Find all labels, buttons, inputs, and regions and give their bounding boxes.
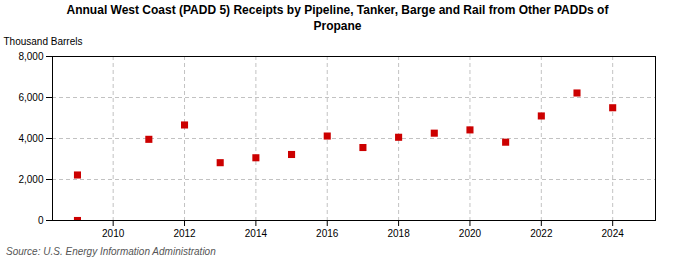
svg-text:2,000: 2,000 [18,174,43,185]
svg-text:4,000: 4,000 [18,133,43,144]
svg-text:2016: 2016 [316,228,339,239]
svg-text:2012: 2012 [173,228,196,239]
svg-text:6,000: 6,000 [18,92,43,103]
svg-text:2024: 2024 [602,228,625,239]
svg-text:8,000: 8,000 [18,51,43,62]
svg-text:2010: 2010 [102,228,125,239]
svg-text:2020: 2020 [459,228,482,239]
svg-text:0: 0 [38,215,44,226]
svg-text:2022: 2022 [530,228,553,239]
svg-text:Thousand Barrels: Thousand Barrels [4,36,83,47]
html-text:Annual West Coast (PADD 5) Rec: Annual West Coast (PADD 5) Receipts by P… [66,3,609,33]
svg-text:2018: 2018 [387,228,410,239]
svg-text:2014: 2014 [245,228,268,239]
html-text:Source: U.S. Energy Informatio: Source: U.S. Energy Information Administ… [6,246,216,258]
